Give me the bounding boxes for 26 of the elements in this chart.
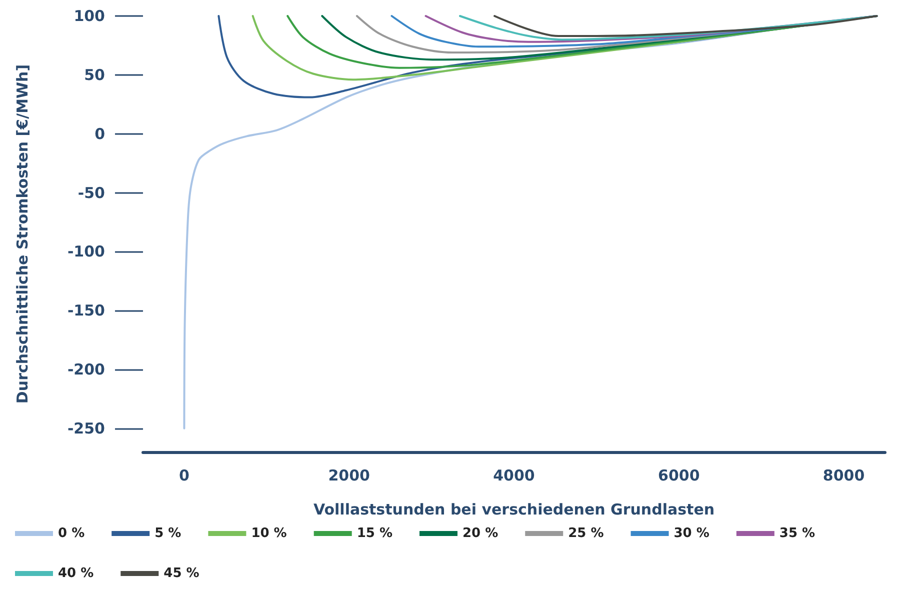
legend-label: 10 % <box>251 526 287 541</box>
x-axis-title: Volllaststunden bei verschiedenen Grundlasten <box>313 500 715 518</box>
legend-label: 20 % <box>462 526 498 541</box>
x-tick-label: 0 <box>179 466 190 484</box>
line-series <box>494 15 878 38</box>
legend-label: 35 % <box>779 526 816 541</box>
x-tick-label: 6000 <box>658 466 700 484</box>
x-tick-label: 2000 <box>328 466 370 484</box>
legend-label: 40 % <box>58 566 94 581</box>
legend-label: 30 % <box>674 526 710 541</box>
legend-label: 5 % <box>154 526 182 541</box>
x-tick-label: 4000 <box>493 466 535 484</box>
y-tick-label: 50 <box>84 66 105 84</box>
y-tick-label: 0 <box>94 124 105 143</box>
y-tick-label: -50 <box>78 184 105 202</box>
legend-label: 0 % <box>58 526 85 541</box>
legend-label: 45 % <box>164 566 200 581</box>
y-tick-label: -200 <box>67 360 105 379</box>
y-tick-label: -150 <box>67 302 105 320</box>
y-tick-label: -100 <box>67 242 105 261</box>
legend-label: 25 % <box>568 526 604 541</box>
legend-label: 15 % <box>356 526 392 541</box>
y-tick-label: -250 <box>67 419 105 438</box>
x-tick-label: 8000 <box>822 466 865 484</box>
y-tick-label: 100 <box>74 7 105 25</box>
y-axis-title: Durchschnittliche Stromkosten [€/MWh] <box>14 64 32 404</box>
